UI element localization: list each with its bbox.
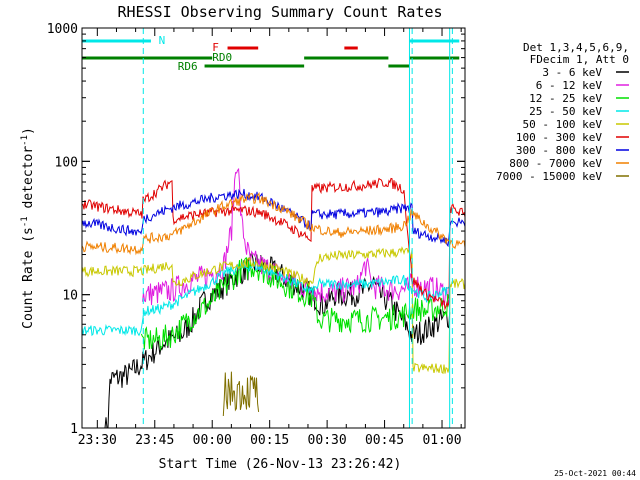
x-tick-label: 00:30 bbox=[308, 433, 347, 448]
legend-entry-label: 25 - 50 keV bbox=[529, 105, 602, 118]
flag-label-n: N bbox=[159, 34, 166, 47]
y-tick-label: 1000 bbox=[47, 22, 78, 37]
legend-entry-label: 12 - 25 keV bbox=[529, 92, 602, 105]
flag-label-rd6: RD6 bbox=[178, 60, 198, 73]
legend-entry-label: 300 - 800 keV bbox=[516, 144, 602, 157]
x-tick-label: 23:30 bbox=[78, 433, 117, 448]
plot-frame bbox=[81, 27, 466, 429]
y-tick-label: 100 bbox=[55, 155, 78, 170]
timestamp: 25-Oct-2021 00:44 bbox=[554, 469, 636, 478]
interval-markers bbox=[81, 28, 453, 428]
x-axis-label: Start Time (26-Nov-13 23:26:42) bbox=[159, 457, 402, 472]
y-axis: 1 10 100 1000 bbox=[47, 22, 465, 437]
legend-entry-label: 50 - 100 keV bbox=[523, 118, 603, 131]
legend-entry-label: 6 - 12 keV bbox=[536, 79, 603, 92]
x-tick-label: 00:00 bbox=[193, 433, 232, 448]
x-tick-label: 23:45 bbox=[135, 433, 174, 448]
series-layer bbox=[81, 167, 466, 429]
chart-title: RHESSI Observing Summary Count Rates bbox=[117, 3, 442, 21]
y-tick-label: 1 bbox=[70, 422, 78, 437]
series-line-9 bbox=[222, 371, 260, 417]
series-line-8 bbox=[81, 191, 466, 256]
y-axis-label: Count Rate (s-1 detector-1) bbox=[20, 127, 36, 329]
x-tick-label: 01:00 bbox=[422, 433, 461, 448]
legend-entry-label: 800 - 7000 keV bbox=[509, 157, 602, 170]
legend-header: FDecim 1, Att 0 bbox=[530, 53, 629, 66]
series-line-6 bbox=[81, 177, 466, 311]
legend-entry-label: 3 - 6 keV bbox=[542, 66, 602, 79]
flag-label-rd0: RD0 bbox=[212, 51, 232, 64]
legend: Det 1,3,4,5,6,9,FDecim 1, Att 03 - 6 keV… bbox=[496, 41, 629, 183]
legend-entry-label: 7000 - 15000 keV bbox=[496, 170, 602, 183]
y-tick-label: 10 bbox=[62, 289, 78, 304]
x-tick-label: 00:45 bbox=[365, 433, 404, 448]
series-line-5 bbox=[81, 246, 466, 375]
x-axis: 23:30 23:45 00:00 00:15 00:30 00:45 01:00 bbox=[78, 28, 462, 448]
flag-label-f: F bbox=[212, 41, 219, 54]
legend-header: Det 1,3,4,5,6,9, bbox=[523, 41, 629, 54]
series-line-4 bbox=[81, 261, 451, 337]
legend-entry-label: 100 - 300 keV bbox=[516, 131, 602, 144]
x-tick-label: 00:15 bbox=[250, 433, 289, 448]
